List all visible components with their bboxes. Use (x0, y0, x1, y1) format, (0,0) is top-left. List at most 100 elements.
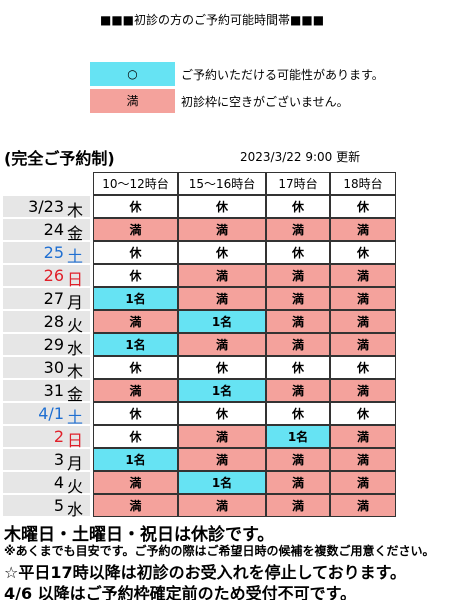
date: 30 (43, 358, 64, 377)
weekday: 金 (67, 224, 84, 243)
slot: 休 (93, 241, 178, 264)
updated: 2023/3/22 9:00 更新 (240, 150, 361, 164)
date-cell (3, 265, 90, 288)
slot: 1名 (178, 310, 266, 333)
slot: 満 (330, 494, 396, 517)
date: 26 (43, 266, 64, 285)
date-cell (3, 242, 90, 265)
slot: 満 (266, 379, 330, 402)
column-header: 10～12時台 (93, 172, 178, 195)
date: 5 (53, 496, 64, 515)
date-cell (3, 196, 90, 219)
weekday: 日 (67, 431, 84, 450)
slot: 満 (178, 264, 266, 287)
slot: 満 (330, 287, 396, 310)
date: 4 (53, 473, 64, 492)
slot: 休 (93, 195, 178, 218)
slot: 満 (178, 218, 266, 241)
slot: 休 (266, 402, 330, 425)
date: 27 (43, 289, 64, 308)
footnote: 4/6 以降はご予約枠確定前のため受付不可です。 (4, 584, 357, 600)
slot: 満 (93, 218, 178, 241)
slot: 1名 (93, 448, 178, 471)
footnote: 木曜日・土曜日・祝日は休診です。 (4, 525, 275, 545)
legend-text: ご予約いただける可能性があります。 (181, 68, 384, 82)
legend-swatch: 満 (90, 89, 175, 113)
slot: 1名 (93, 333, 178, 356)
slot: 1名 (178, 471, 266, 494)
slot: 休 (330, 195, 396, 218)
weekday: 木 (67, 362, 84, 381)
weekday: 月 (67, 454, 84, 473)
slot: 満 (93, 494, 178, 517)
slot: 休 (178, 241, 266, 264)
slot: 満 (266, 333, 330, 356)
slot: 1名 (93, 287, 178, 310)
weekday: 土 (67, 408, 84, 427)
slot: 休 (178, 356, 266, 379)
slot: 満 (93, 310, 178, 333)
slot: 満 (178, 333, 266, 356)
date: 31 (43, 381, 64, 400)
date: 29 (43, 335, 64, 354)
legend-text: 初診枠に空きがございません。 (181, 95, 349, 109)
weekday: 木 (67, 201, 84, 220)
slot: 休 (330, 241, 396, 264)
footnote: ☆平日17時以降は初診のお受入れを停止しております。 (4, 563, 407, 582)
slot: 満 (266, 264, 330, 287)
weekday: 日 (67, 270, 84, 289)
date: 3 (53, 450, 64, 469)
slot: 満 (330, 448, 396, 471)
slot: 満 (266, 448, 330, 471)
date: 24 (43, 220, 64, 239)
footnote: ※あくまでも目安です。ご予約の際はご希望日時の候補を複数ご用意ください。 (4, 544, 435, 558)
weekday: 火 (67, 316, 84, 335)
slot: 休 (330, 356, 396, 379)
date-cell (3, 334, 90, 357)
slot: 休 (93, 264, 178, 287)
column-header: 17時台 (266, 172, 330, 195)
date: 25 (43, 243, 64, 262)
slot: 休 (266, 241, 330, 264)
date-cell (3, 403, 90, 426)
slot: 満 (330, 425, 396, 448)
date-cell (3, 219, 90, 242)
slot: 満 (178, 448, 266, 471)
slot: 満 (266, 218, 330, 241)
column-header: 18時台 (330, 172, 396, 195)
date: 4/1 (38, 404, 64, 423)
slot: 満 (178, 494, 266, 517)
date: 2 (53, 427, 64, 446)
slot: 満 (266, 287, 330, 310)
slot: 1名 (266, 425, 330, 448)
slot: 休 (178, 402, 266, 425)
weekday: 水 (67, 339, 84, 358)
weekday: 水 (67, 500, 84, 519)
slot: 満 (330, 333, 396, 356)
slot: 満 (178, 287, 266, 310)
slot: 満 (266, 310, 330, 333)
slot: 満 (178, 425, 266, 448)
date: 3/23 (28, 197, 64, 216)
slot: 1名 (178, 379, 266, 402)
slot: 休 (266, 195, 330, 218)
weekday: 土 (67, 247, 84, 266)
slot: 満 (330, 471, 396, 494)
date-cell (3, 288, 90, 311)
slot: 満 (330, 310, 396, 333)
date-cell (3, 495, 90, 518)
date: 28 (43, 312, 64, 331)
slot: 満 (330, 264, 396, 287)
slot: 満 (330, 379, 396, 402)
slot: 休 (93, 402, 178, 425)
date-cell (3, 449, 90, 472)
slot: 満 (266, 494, 330, 517)
column-header: 15～16時台 (178, 172, 266, 195)
legend-swatch: ○ (90, 62, 175, 86)
date-cell (3, 357, 90, 380)
date-cell (3, 426, 90, 449)
slot: 満 (330, 218, 396, 241)
slot: 休 (178, 195, 266, 218)
date-cell (3, 380, 90, 403)
date-cell (3, 311, 90, 334)
